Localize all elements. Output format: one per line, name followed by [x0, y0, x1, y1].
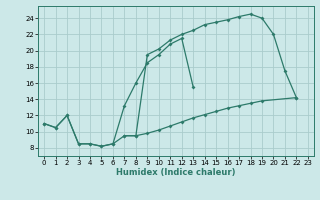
X-axis label: Humidex (Indice chaleur): Humidex (Indice chaleur) [116, 168, 236, 177]
